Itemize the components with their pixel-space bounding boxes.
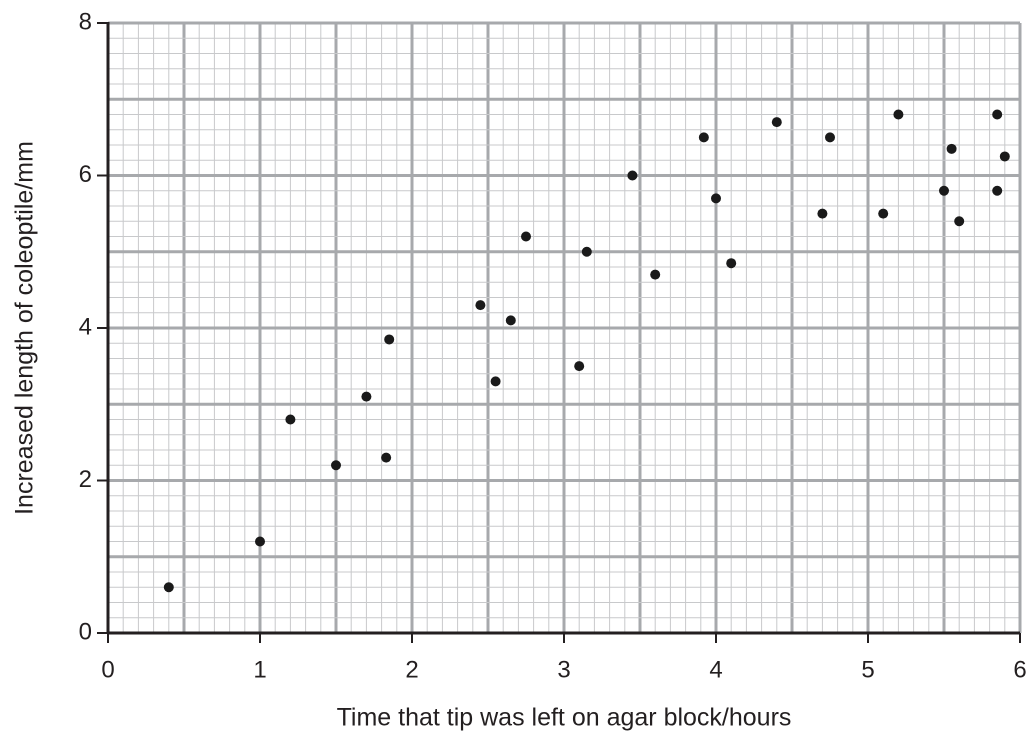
x-tick-label: 0 [101, 656, 114, 683]
data-point [698, 132, 709, 143]
data-point [521, 231, 531, 242]
data-point [361, 391, 372, 402]
x-tick-label: 2 [405, 656, 418, 683]
data-point [817, 208, 828, 219]
y-tick-label: 2 [79, 466, 92, 493]
x-tick-label: 1 [253, 656, 266, 683]
y-tick-label: 0 [79, 618, 92, 645]
x-axis-label: Time that tip was left on agar block/hou… [337, 704, 792, 732]
data-point [999, 151, 1010, 162]
y-axis-label: Increased length of coleoptile/mm [11, 141, 39, 515]
graph-paper [106, 21, 1022, 635]
data-point [574, 361, 585, 372]
x-tick-label: 4 [709, 656, 722, 683]
y-tick-label: 4 [79, 313, 92, 340]
data-point [825, 132, 835, 143]
data-point [726, 258, 737, 269]
x-tick-label: 3 [557, 656, 570, 683]
x-tick-label: 6 [1013, 656, 1026, 683]
x-tick-label: 5 [861, 656, 874, 683]
y-tick-label: 8 [79, 8, 92, 35]
y-tick-label: 6 [79, 161, 92, 188]
data-point [285, 414, 296, 425]
data-point [255, 536, 265, 547]
data-point [992, 109, 1003, 120]
data-point [490, 376, 501, 387]
data-point [627, 170, 638, 181]
data-point [878, 208, 889, 219]
data-point [163, 582, 174, 593]
data-point [992, 185, 1003, 196]
data-point [475, 300, 486, 311]
plot: 0 1 2 3 4 5 6 0 2 4 6 8 [79, 8, 1027, 683]
data-point [505, 315, 516, 326]
data-point [711, 193, 721, 204]
data-point [946, 143, 957, 154]
data-point [381, 452, 392, 463]
data-point [893, 109, 904, 120]
data-point [939, 185, 949, 196]
data-point [384, 334, 395, 345]
data-point [954, 216, 965, 227]
data-point [771, 117, 782, 128]
data-point [650, 269, 661, 280]
data-point [581, 246, 592, 257]
data-point [331, 460, 341, 471]
